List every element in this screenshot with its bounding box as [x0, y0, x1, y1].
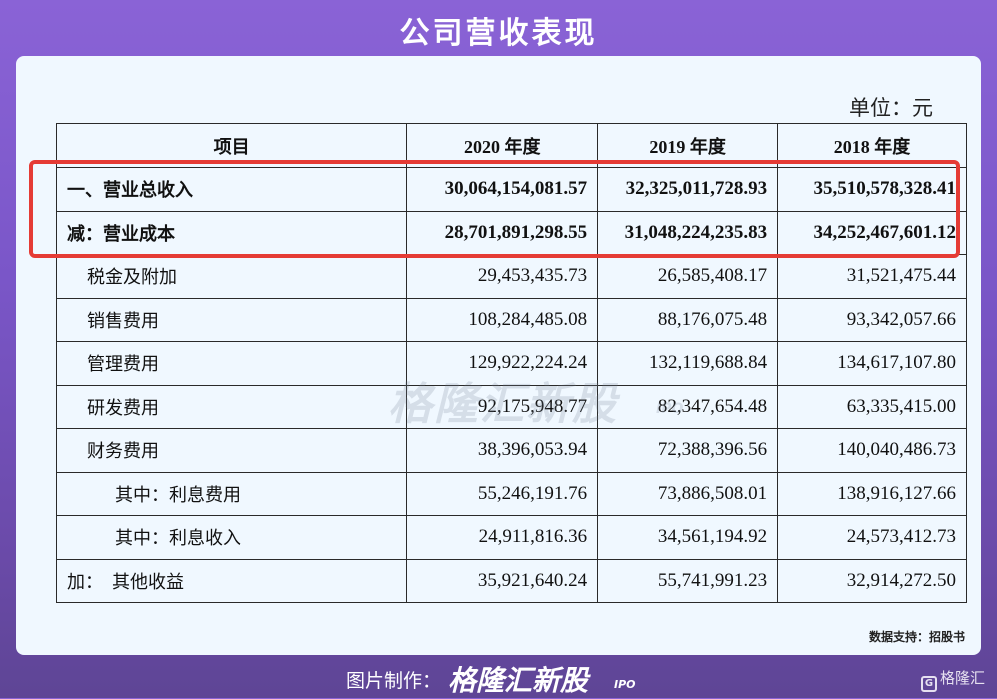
- cell-value: 63,335,415.00: [777, 384, 967, 429]
- cell-value: 73,886,508.01: [597, 471, 779, 516]
- cell-value: 32,914,272.50: [777, 558, 967, 603]
- cell-value: 35,510,578,328.41: [777, 167, 967, 212]
- row-label: 其中：利息费用: [55, 471, 408, 516]
- row-label: 研发费用: [55, 384, 408, 429]
- footer-logo: G 格隆汇: [920, 667, 985, 692]
- cell-value: 35,921,640.24: [406, 558, 599, 603]
- source-note: 数据支持：招股书: [868, 630, 965, 644]
- table-row: 加： 其他收益 35,921,640.24 55,741,991.23 32,9…: [55, 558, 967, 603]
- cell-value: 93,342,057.66: [777, 297, 967, 342]
- table-row: 研发费用 92,175,948.77 82,347,654.48 63,335,…: [55, 384, 967, 429]
- cell-value: 138,916,127.66: [777, 471, 967, 516]
- statement-card: 单位：元 项目 2020 年度 2019 年度 2018 年度 一、营业总收入 …: [16, 56, 981, 655]
- row-label: 减：营业成本: [55, 210, 408, 255]
- cell-value: 31,048,224,235.83: [597, 210, 779, 255]
- cell-value: 140,040,486.73: [777, 428, 967, 473]
- row-label: 销售费用: [55, 297, 408, 342]
- cell-value: 72,388,396.56: [597, 428, 779, 473]
- cell-value: 34,561,194.92: [597, 515, 779, 560]
- table-row: 其中：利息收入 24,911,816.36 34,561,194.92 24,5…: [55, 515, 967, 560]
- footer-brand-sub: IPO: [614, 678, 636, 691]
- table-row: 一、营业总收入 30,064,154,081.57 32,325,011,728…: [55, 167, 967, 212]
- table-row: 管理费用 129,922,224.24 132,119,688.84 134,6…: [55, 341, 967, 386]
- cell-value: 92,175,948.77: [406, 384, 599, 429]
- cell-value: 34,252,467,601.12: [777, 210, 967, 255]
- cell-value: 31,521,475.44: [777, 254, 967, 299]
- table-row: 税金及附加 29,453,435.73 26,585,408.17 31,521…: [55, 254, 967, 299]
- income-statement-table: 项目 2020 年度 2019 年度 2018 年度 一、营业总收入 30,06…: [55, 123, 967, 603]
- logo-text: 格隆汇: [939, 669, 985, 687]
- cell-value: 108,284,485.08: [406, 297, 599, 342]
- cell-value: 134,617,107.80: [777, 341, 967, 386]
- table-row: 减：营业成本 28,701,891,298.55 31,048,224,235.…: [55, 210, 967, 255]
- logo-icon: G: [920, 676, 937, 692]
- row-label: 加： 其他收益: [55, 558, 408, 603]
- row-label: 管理费用: [55, 341, 408, 386]
- table-row: 财务费用 38,396,053.94 72,388,396.56 140,040…: [55, 428, 967, 473]
- watermark-sub: IPO: [656, 401, 684, 417]
- cell-value: 30,064,154,081.57: [406, 167, 599, 212]
- cell-value: 24,573,412.73: [777, 515, 967, 560]
- cell-value: 24,911,816.36: [406, 515, 599, 560]
- unit-label: 单位：元: [849, 96, 933, 120]
- row-label: 税金及附加: [55, 254, 408, 299]
- cell-value: 32,325,011,728.93: [597, 167, 779, 212]
- highlight-box: [29, 160, 960, 258]
- cell-value: 132,119,688.84: [597, 341, 779, 386]
- cell-value: 82,347,654.48: [597, 384, 779, 429]
- row-label: 财务费用: [55, 428, 408, 473]
- footer-brand: 格隆汇新股: [448, 664, 589, 697]
- row-label: 一、营业总收入: [55, 167, 408, 212]
- cell-value: 55,246,191.76: [406, 471, 599, 516]
- cell-value: 26,585,408.17: [597, 254, 779, 299]
- cell-value: 38,396,053.94: [406, 428, 599, 473]
- cell-value: 88,176,075.48: [597, 297, 779, 342]
- footer-credit: 图片制作：: [346, 670, 442, 692]
- page-title: 公司营收表现: [399, 16, 598, 51]
- row-label: 其中：利息收入: [55, 515, 408, 560]
- table-row: 销售费用 108,284,485.08 88,176,075.48 93,342…: [55, 297, 967, 342]
- footer: 图片制作： 格隆汇新股 IPO G 格隆汇: [0, 658, 997, 698]
- cell-value: 28,701,891,298.55: [406, 210, 599, 255]
- table-row: 其中：利息费用 55,246,191.76 73,886,508.01 138,…: [55, 471, 967, 516]
- watermark: 格隆汇新股: [388, 379, 618, 430]
- cell-value: 29,453,435.73: [406, 254, 599, 299]
- cell-value: 55,741,991.23: [597, 558, 779, 603]
